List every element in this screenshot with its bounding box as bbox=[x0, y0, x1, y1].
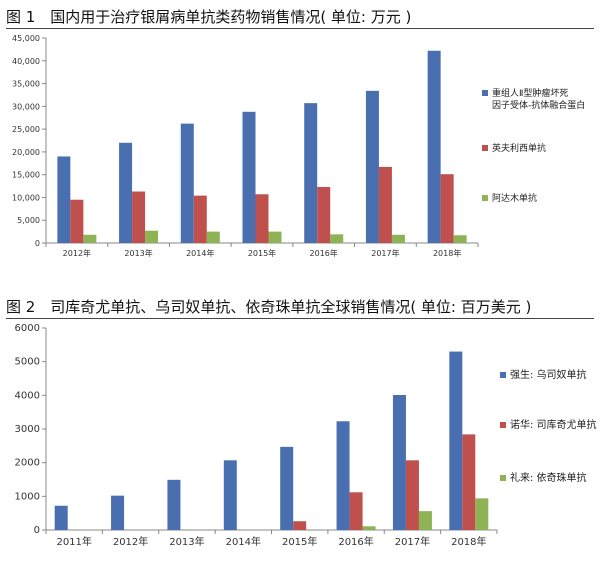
fig1-bar bbox=[132, 191, 146, 243]
fig2-bar bbox=[111, 495, 125, 530]
fig2-x-tick-label: 2017年 bbox=[395, 535, 430, 548]
fig2-bar bbox=[336, 421, 350, 530]
fig2-y-tick-label: 2000 bbox=[15, 458, 40, 469]
figure-1-title: 图 1 国内用于治疗银屑病单抗类药物销售情况( 单位: 万元 ) bbox=[6, 8, 412, 26]
figure-1-chart: 0 5,000 10,000 15,000 20,000 25,000 30,000 35,0… bbox=[12, 34, 585, 258]
fig1-legend-label: 重组人Ⅱ型肿瘤坏死 bbox=[492, 87, 568, 99]
fig1-bar bbox=[453, 235, 467, 243]
fig1-bar bbox=[193, 195, 207, 243]
fig2-y-tick-label: 5000 bbox=[15, 357, 40, 368]
fig1-bar bbox=[255, 194, 269, 243]
fig2-x-tick-label: 2015年 bbox=[282, 535, 317, 548]
fig1-x-tick-label: 2016年 bbox=[310, 248, 338, 258]
fig2-x-tick-label: 2018年 bbox=[451, 535, 486, 548]
fig1-bar bbox=[268, 231, 282, 243]
fig1-y-tick-label: 30,000 bbox=[12, 102, 40, 111]
fig1-legend-label: 阿达木单抗 bbox=[492, 192, 537, 204]
fig1-y-tick-label: 35,000 bbox=[12, 80, 40, 89]
fig2-bar bbox=[362, 526, 376, 530]
fig1-y-tick-label: 0 bbox=[35, 239, 40, 248]
fig1-bar bbox=[83, 234, 97, 243]
fig2-x-tick-label: 2013年 bbox=[169, 535, 204, 548]
fig2-legend-swatch bbox=[500, 372, 506, 378]
fig2-legend-label: 诺华: 司库奇尤单抗 bbox=[510, 418, 597, 431]
fig1-bar bbox=[145, 230, 159, 243]
fig1-x-tick-label: 2015年 bbox=[248, 248, 276, 258]
fig1-bar bbox=[242, 111, 256, 243]
fig2-bar bbox=[54, 505, 68, 530]
fig2-bar bbox=[418, 511, 432, 530]
fig2-y-tick-label: 4000 bbox=[15, 390, 40, 401]
fig2-y-tick-label: 1000 bbox=[15, 491, 40, 502]
fig1-legend-label: 英夫利西单抗 bbox=[492, 142, 546, 154]
fig1-x-tick-label: 2018年 bbox=[433, 248, 461, 258]
fig1-x-tick-label: 2012年 bbox=[63, 248, 91, 258]
fig1-bar bbox=[427, 50, 441, 243]
fig2-bar bbox=[392, 394, 406, 530]
fig2-bar bbox=[223, 460, 237, 530]
fig2-legend-label: 礼来: 依奇珠单抗 bbox=[510, 471, 587, 484]
fig2-y-tick-label: 3000 bbox=[15, 424, 40, 435]
fig2-y-tick-label: 6000 bbox=[15, 323, 40, 334]
fig1-y-tick-label: 15,000 bbox=[12, 171, 40, 180]
fig2-y-tick-label: 0 bbox=[34, 525, 40, 536]
fig1-legend-swatch bbox=[482, 90, 488, 96]
fig2-bar bbox=[280, 446, 294, 530]
fig1-legend-label: 因子受体-抗体融合蛋白 bbox=[492, 99, 585, 111]
fig1-legend-swatch bbox=[482, 195, 488, 201]
fig1-bar bbox=[206, 231, 220, 243]
fig1-x-tick-label: 2014年 bbox=[186, 248, 214, 258]
fig1-bar bbox=[180, 123, 194, 243]
fig2-bar bbox=[293, 521, 307, 530]
fig2-legend-label: 强生: 乌司奴单抗 bbox=[510, 368, 587, 381]
fig2-bar bbox=[449, 351, 463, 530]
fig2-legend-swatch bbox=[500, 475, 506, 481]
fig2-x-tick-label: 2016年 bbox=[338, 535, 373, 548]
fig1-y-tick-label: 10,000 bbox=[12, 193, 40, 202]
fig1-x-tick-label: 2017年 bbox=[371, 248, 399, 258]
fig2-bar bbox=[167, 479, 181, 530]
figure-2-title-rule bbox=[6, 318, 594, 319]
fig2-bar bbox=[475, 498, 489, 530]
fig1-y-tick-label: 25,000 bbox=[12, 125, 40, 134]
fig1-y-tick-label: 40,000 bbox=[12, 57, 40, 66]
fig2-x-tick-label: 2014年 bbox=[226, 535, 261, 548]
fig1-bar bbox=[304, 103, 318, 244]
fig1-y-tick-label: 45,000 bbox=[12, 34, 40, 43]
figure-2-title: 图 2 司库奇尤单抗、乌司奴单抗、依奇珠单抗全球销售情况( 单位: 百万美元 ) bbox=[6, 298, 532, 316]
fig1-bar bbox=[70, 199, 84, 243]
fig2-bar bbox=[349, 492, 363, 530]
fig1-legend-swatch bbox=[482, 145, 488, 151]
fig1-bar bbox=[317, 186, 331, 243]
figure-1-title-rule bbox=[6, 28, 594, 29]
fig1-y-tick-label: 20,000 bbox=[12, 148, 40, 157]
fig1-y-tick-label: 5,000 bbox=[17, 216, 40, 225]
fig1-bar bbox=[330, 234, 344, 243]
fig1-bar bbox=[440, 174, 454, 243]
fig2-bar bbox=[405, 460, 419, 530]
fig2-legend-swatch bbox=[500, 422, 506, 428]
fig1-bar bbox=[365, 90, 379, 243]
fig2-x-tick-label: 2011年 bbox=[56, 535, 91, 548]
fig1-bar bbox=[391, 234, 405, 243]
fig1-bar bbox=[119, 142, 133, 243]
fig1-bar bbox=[57, 156, 71, 243]
fig2-x-tick-label: 2012年 bbox=[113, 535, 148, 548]
fig2-bar bbox=[462, 434, 476, 530]
fig1-x-tick-label: 2013年 bbox=[124, 248, 152, 258]
fig1-bar bbox=[378, 166, 392, 243]
